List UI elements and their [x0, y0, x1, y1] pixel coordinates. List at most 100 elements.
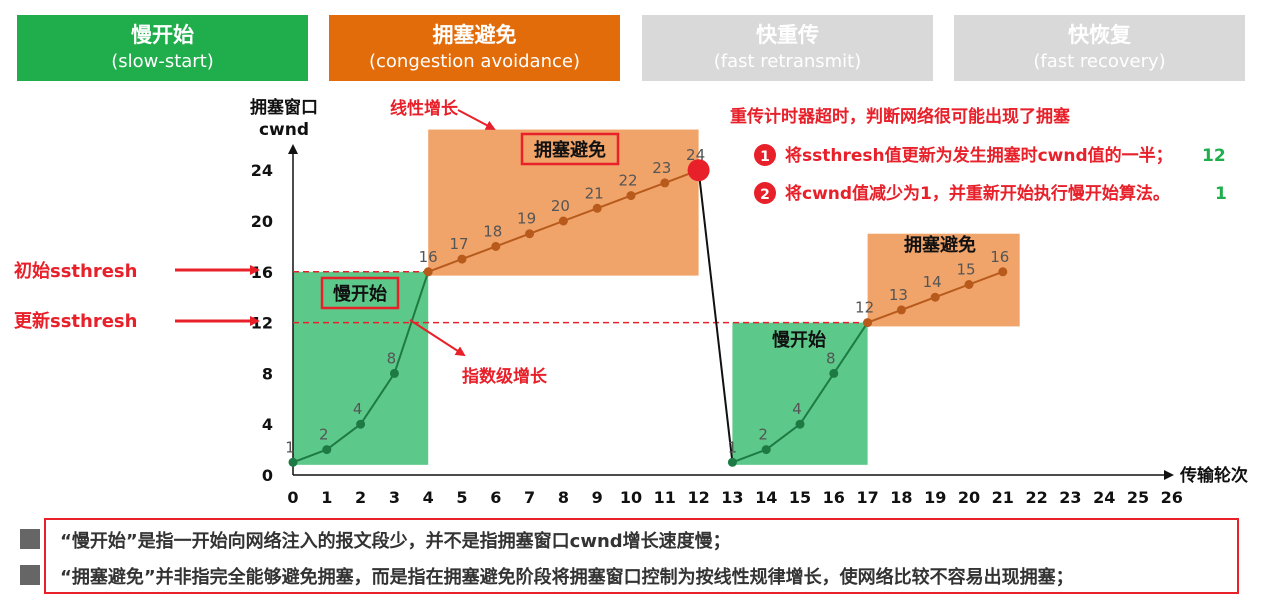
phase-region-0 [293, 271, 429, 465]
linear-growth-label: 线性增长 [390, 98, 459, 119]
y-axis-title-line2: cwnd [259, 120, 309, 140]
curve-segment [529, 220, 564, 235]
region-label-ca1: 拥塞避免 [534, 139, 606, 161]
x-tick-label: 24 [1093, 488, 1115, 507]
curve-segment [732, 448, 767, 464]
x-tick-label: 0 [287, 488, 298, 507]
curve-segment [292, 448, 328, 464]
y-tick-label: 20 [251, 212, 273, 231]
region-label-box-ca1 [520, 132, 620, 166]
data-point [626, 191, 636, 201]
data-point [558, 216, 568, 226]
exponential-growth-arrow [409, 319, 466, 357]
data-point [592, 203, 602, 213]
data-point-label: 1 [285, 438, 295, 456]
x-tick-label: 7 [524, 488, 535, 507]
data-point-label: 17 [449, 235, 468, 253]
region-label-ss2: 慢开始 [772, 329, 826, 351]
exponential-growth-label: 指数级增长 [462, 366, 548, 387]
data-point-label: 2 [319, 426, 329, 444]
step1-text: 将ssthresh值更新为发生拥塞时cwnd值的一半； [785, 145, 1173, 166]
data-point [457, 254, 467, 264]
region-label-ss1: 慢开始 [333, 283, 387, 305]
x-tick-label: 2 [355, 488, 366, 507]
data-point-label: 22 [618, 172, 637, 190]
y-tick-label: 16 [251, 263, 273, 282]
data-point-label: 16 [990, 248, 1009, 266]
step1-number: 1 [760, 149, 770, 165]
data-point-label: 14 [923, 273, 942, 291]
timeout-label: 重传计时器超时，判断网络很可能出现了拥塞 [730, 106, 1071, 127]
cwnd-points [288, 165, 1008, 467]
phase-slow-start: 慢开始 (slow-start) [17, 15, 308, 81]
data-point [356, 419, 366, 429]
curve-segment [901, 296, 936, 311]
initial-ssthresh-label: 初始ssthresh [14, 260, 137, 282]
x-tick-label: 20 [958, 488, 980, 507]
data-point [660, 178, 670, 188]
notes-box: “慢开始”是指一开始向网络注入的报文段少，并不是指拥塞窗口cwnd增长速度慢； … [20, 518, 1239, 594]
data-point-label: 12 [855, 299, 874, 317]
axes: 0 1 2 3 4 5 6 7 8 9 10 11 12 13 14 15 16 17 18 19 20 21 22 23 24… [251, 144, 1183, 507]
data-point-label: 4 [353, 400, 363, 418]
phase-subtitle: (slow-start) [111, 51, 214, 72]
data-point-label: 19 [517, 210, 536, 228]
x-tick-label: 19 [924, 488, 946, 507]
curve-segment [563, 207, 598, 222]
curve-segment [799, 372, 835, 425]
data-point-label: 8 [826, 349, 836, 367]
y-tick-label: 8 [262, 364, 273, 383]
x-tick-label: 22 [1025, 488, 1047, 507]
x-tick-label: 11 [654, 488, 676, 507]
data-point [964, 280, 974, 289]
data-point-label: 15 [956, 261, 975, 279]
data-point [727, 457, 737, 467]
timeout-marker [687, 159, 710, 182]
y-tick-label: 0 [262, 466, 273, 485]
step2-text: 将cwnd值减少为1，并重新开始执行慢开始算法。 [785, 183, 1170, 204]
phase-subtitle: (fast retransmit) [713, 51, 862, 72]
x-tick-label: 3 [389, 488, 400, 507]
note-congestion-avoidance: “拥塞避免”并非指完全能够避免拥塞，而是指在拥塞避免阶段将拥塞窗口控制为按线性规… [60, 567, 1074, 588]
ssthresh-lines [293, 271, 868, 324]
data-point-label: 13 [889, 286, 908, 304]
phase-title: 拥塞避免 [432, 23, 517, 47]
x-tick-label: 13 [721, 488, 743, 507]
phase-subtitle: (fast recovery) [1033, 51, 1166, 72]
x-axis-title: 传输轮次 [1179, 465, 1248, 486]
phase-fast-recovery: 快恢复 (fast recovery) [954, 15, 1245, 81]
curve-segment [427, 258, 463, 273]
phase-title: 快恢复 [1068, 23, 1131, 47]
data-point [829, 368, 839, 378]
note-bullet-icon [20, 529, 40, 549]
curve-segment [596, 194, 632, 210]
curve-segment [934, 283, 970, 299]
phase-regions [293, 129, 1020, 465]
y-tick-label: 12 [251, 314, 273, 333]
region-label-ca2: 拥塞避免 [904, 234, 976, 256]
step2-number: 2 [760, 187, 770, 203]
cwnd-curve [292, 169, 1004, 464]
x-tick-label: 25 [1127, 488, 1149, 507]
curve-segment [765, 423, 801, 451]
x-tick-label: 17 [856, 488, 878, 507]
data-point [389, 368, 399, 378]
data-point [525, 229, 535, 239]
curve-segment [697, 170, 734, 463]
curve-segment [359, 372, 396, 425]
data-point [491, 241, 501, 251]
data-point-label: 16 [419, 248, 438, 266]
region-label-box-ss1 [320, 276, 400, 310]
y-tick-label: 24 [251, 161, 273, 180]
phase-title: 快重传 [756, 23, 819, 47]
x-tick-label: 23 [1059, 488, 1081, 507]
phase-region-3 [867, 233, 1020, 327]
x-tick-label: 6 [490, 488, 501, 507]
x-tick-label: 8 [558, 488, 569, 507]
step2-value: 1 [1215, 184, 1227, 204]
x-tick-label: 15 [789, 488, 811, 507]
x-tick-label: 9 [592, 488, 603, 507]
data-point-label: 21 [585, 184, 604, 202]
step1-value: 12 [1202, 146, 1226, 166]
